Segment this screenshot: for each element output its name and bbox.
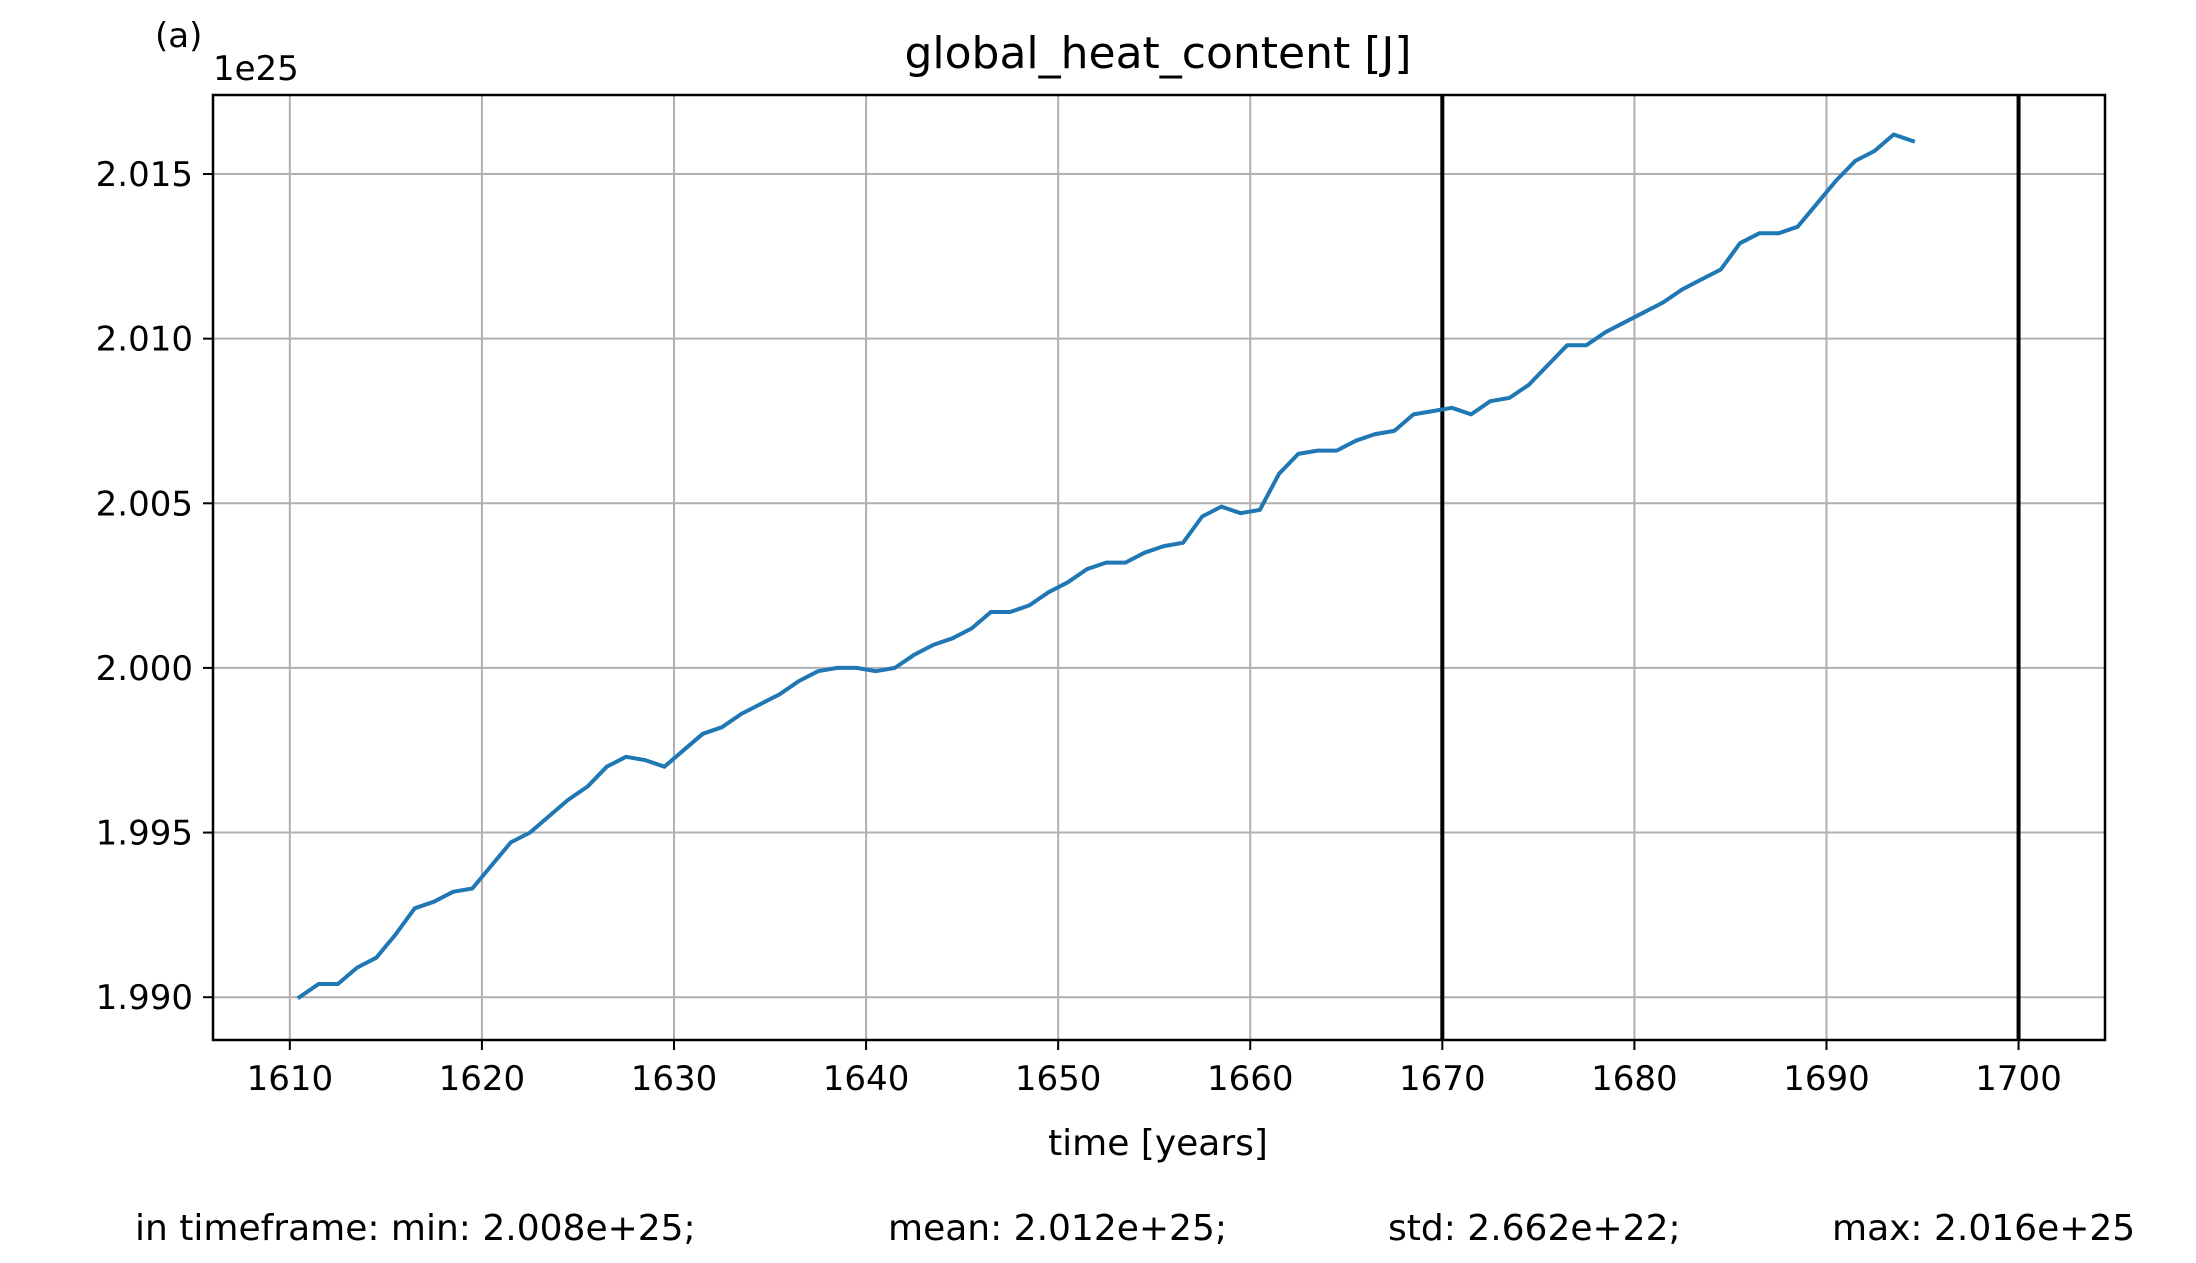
x-tick-label: 1650 — [1015, 1059, 1102, 1099]
y-tick-label: 2.015 — [96, 155, 193, 195]
series-group — [296, 132, 1916, 1000]
vertical-marker-lines — [1440, 95, 2021, 1040]
x-axis: 1610 1620 1630 1640 1650 1660 1670 1680 1690 1700 — [247, 1040, 2062, 1099]
plot-frame — [211, 93, 2107, 1042]
x-tick-label: 1680 — [1591, 1059, 1678, 1099]
grid-lines — [213, 95, 2105, 1040]
y-tick-label: 1.990 — [96, 978, 193, 1018]
stats-mean: mean: 2.012e+25; — [888, 1208, 1227, 1249]
x-axis-label: time [years] — [1048, 1123, 1268, 1164]
x-tick-label: 1700 — [1975, 1059, 2062, 1099]
x-tick-label: 1690 — [1783, 1059, 1870, 1099]
y-tick-label: 2.010 — [96, 320, 193, 360]
x-tick-label: 1630 — [631, 1059, 718, 1099]
stats-min: in timeframe: min: 2.008e+25; — [135, 1208, 696, 1249]
stats-std: std: 2.662e+22; — [1388, 1208, 1681, 1249]
chart-title: global_heat_content [J] — [904, 28, 1411, 79]
panel-label: (a) — [155, 16, 202, 56]
x-tick-label: 1640 — [823, 1059, 910, 1099]
series-line — [296, 132, 1916, 1000]
y-tick-label: 1.995 — [96, 814, 193, 854]
stats-max: max: 2.016e+25 — [1832, 1208, 2135, 1249]
y-offset-label: 1e25 — [213, 49, 299, 89]
y-axis: 1.990 1.995 2.000 2.005 2.010 2.015 — [96, 155, 213, 1018]
x-tick-label: 1610 — [247, 1059, 334, 1099]
y-tick-label: 2.005 — [96, 484, 193, 524]
x-tick-label: 1660 — [1207, 1059, 1294, 1099]
x-tick-label: 1670 — [1399, 1059, 1486, 1099]
y-tick-label: 2.000 — [96, 649, 193, 689]
x-tick-label: 1620 — [439, 1059, 526, 1099]
